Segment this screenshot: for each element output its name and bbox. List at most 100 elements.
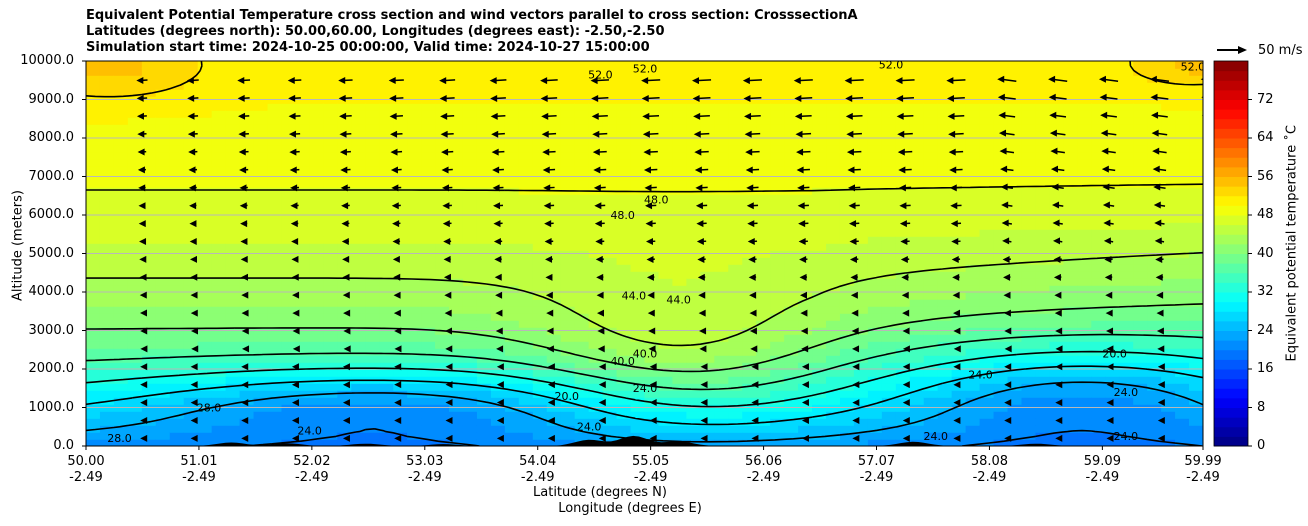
- wind-vector: [342, 434, 350, 442]
- colorbar-band: [1214, 243, 1248, 254]
- wind-vector: [1050, 147, 1065, 155]
- wind-vector: [392, 255, 400, 263]
- wind-vector: [902, 345, 910, 353]
- wind-vector: [188, 166, 198, 174]
- wind-vector: [951, 255, 961, 263]
- wind-vector: [695, 202, 708, 210]
- wind-vector: [190, 434, 198, 442]
- wind-vector: [389, 112, 403, 120]
- wind-vector: [746, 184, 759, 192]
- x-tick-label: 53.03 -2.49: [406, 454, 444, 485]
- y-tick-label: 10000.0: [20, 53, 74, 68]
- wind-vector: [1102, 201, 1115, 209]
- wind-vector: [946, 95, 965, 103]
- wind-vector: [547, 416, 555, 424]
- wind-vector: [541, 112, 557, 120]
- wind-vector: [390, 130, 403, 138]
- wind-vector: [339, 130, 352, 138]
- wind-vector: [1053, 273, 1062, 281]
- wind-vector: [187, 112, 199, 120]
- wind-vector: [241, 399, 249, 407]
- x-tick-label: 59.09 -2.49: [1083, 454, 1121, 485]
- colorbar-band: [1214, 147, 1248, 158]
- wind-vector: [595, 255, 604, 263]
- wind-vector: [342, 363, 350, 371]
- colorbar-tick-label: 72: [1257, 91, 1274, 107]
- wind-vector: [394, 434, 402, 442]
- wind-vector: [798, 238, 808, 246]
- wind-vector: [1102, 183, 1115, 191]
- wind-vector: [591, 112, 608, 120]
- wind-vector: [1100, 111, 1117, 119]
- wind-vector: [900, 255, 910, 263]
- wind-vector: [1155, 255, 1164, 263]
- wind-vector: [292, 327, 300, 335]
- wind-vector: [191, 327, 199, 335]
- wind-vector: [591, 94, 609, 102]
- wind-vector: [649, 434, 657, 442]
- wind-vector: [1000, 165, 1014, 173]
- wind-vector: [649, 381, 657, 389]
- wind-vector: [799, 291, 807, 299]
- contour-label: 52.0: [1181, 61, 1206, 74]
- quiver-key-arrow: [1217, 46, 1247, 54]
- wind-vector: [138, 220, 146, 228]
- wind-vector: [394, 327, 402, 335]
- wind-vector: [496, 399, 504, 407]
- y-tick-label: 2000.0: [28, 361, 75, 376]
- wind-vector: [388, 77, 404, 85]
- wind-vector: [1055, 416, 1063, 424]
- wind-vector: [190, 363, 198, 371]
- colorbar-tick-label: 32: [1257, 284, 1274, 299]
- wind-vector: [801, 363, 809, 371]
- contour-label: 20.0: [1102, 347, 1127, 360]
- wind-vector: [1004, 416, 1012, 424]
- wind-vector: [445, 381, 453, 389]
- wind-vector: [592, 148, 607, 156]
- wind-vector: [1105, 291, 1113, 299]
- wind-vector: [292, 345, 300, 353]
- wind-vector: [1206, 237, 1215, 244]
- wind-vector: [187, 94, 199, 102]
- wind-vector: [291, 273, 299, 281]
- y-axis-label: Altitude (meters): [10, 190, 26, 301]
- wind-vector: [851, 309, 859, 317]
- wind-vector: [1054, 291, 1062, 299]
- wind-vector: [187, 130, 198, 138]
- wind-vector: [949, 184, 963, 192]
- wind-vector: [139, 237, 147, 245]
- wind-vector: [698, 291, 706, 299]
- wind-vector: [189, 220, 197, 228]
- wind-vector: [899, 202, 911, 210]
- wind-vector: [902, 363, 910, 371]
- wind-vector: [139, 273, 147, 281]
- wind-vector: [998, 111, 1016, 119]
- wind-vector: [746, 202, 759, 210]
- wind-vector: [1055, 363, 1063, 371]
- wind-vector: [644, 184, 657, 192]
- wind-vector: [493, 238, 503, 246]
- contour-label: 52.0: [588, 68, 613, 81]
- wind-vector: [136, 76, 148, 84]
- wind-vector: [598, 434, 606, 442]
- wind-vector: [140, 434, 148, 442]
- wind-vector: [798, 220, 809, 228]
- wind-vector: [748, 255, 757, 263]
- wind-vector: [1001, 201, 1013, 209]
- wind-vector: [288, 112, 301, 120]
- contour-label: 52.0: [633, 63, 658, 76]
- wind-vector: [1152, 165, 1167, 173]
- wind-vector: [590, 77, 609, 85]
- wind-vector: [952, 291, 960, 299]
- wind-vector: [801, 381, 809, 389]
- wind-vector: [390, 166, 402, 174]
- wind-vector: [394, 345, 402, 353]
- wind-vector: [543, 184, 555, 192]
- contour-label: 48.0: [610, 209, 635, 222]
- wind-vector: [1055, 345, 1063, 353]
- wind-vector: [748, 273, 757, 281]
- colorbar-band: [1214, 234, 1248, 245]
- wind-vector: [997, 75, 1017, 83]
- wind-vector: [747, 238, 758, 246]
- contour-label: 24.0: [1114, 430, 1139, 443]
